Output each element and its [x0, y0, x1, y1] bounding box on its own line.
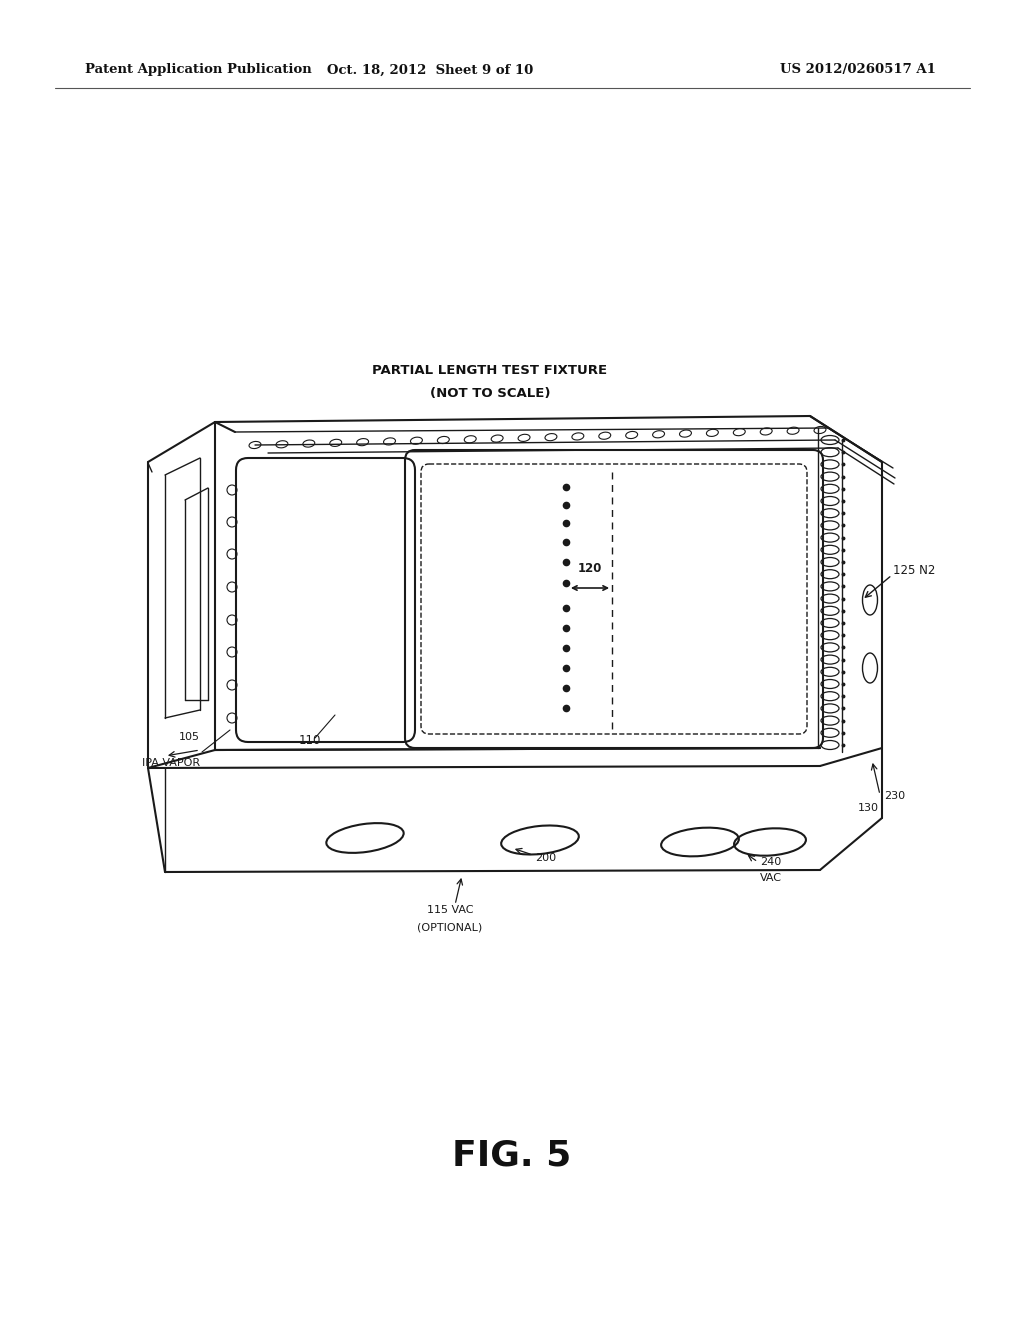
Text: 130: 130: [858, 803, 879, 813]
Text: 125 N2: 125 N2: [893, 564, 935, 577]
Text: (OPTIONAL): (OPTIONAL): [418, 923, 482, 933]
Text: FIG. 5: FIG. 5: [453, 1138, 571, 1172]
Text: VAC: VAC: [760, 873, 782, 883]
Text: 240: 240: [760, 857, 781, 867]
Text: 120: 120: [578, 562, 602, 576]
Text: IPA VAPOR: IPA VAPOR: [142, 758, 200, 768]
Text: 200: 200: [535, 853, 556, 863]
Text: (NOT TO SCALE): (NOT TO SCALE): [430, 387, 550, 400]
Text: 230: 230: [884, 791, 905, 801]
Text: US 2012/0260517 A1: US 2012/0260517 A1: [780, 63, 936, 77]
Text: Oct. 18, 2012  Sheet 9 of 10: Oct. 18, 2012 Sheet 9 of 10: [327, 63, 534, 77]
Text: 105: 105: [179, 733, 200, 742]
Text: PARTIAL LENGTH TEST FIXTURE: PARTIAL LENGTH TEST FIXTURE: [373, 363, 607, 376]
Text: 115 VAC: 115 VAC: [427, 906, 473, 915]
Text: Patent Application Publication: Patent Application Publication: [85, 63, 311, 77]
Text: 110: 110: [299, 734, 322, 747]
